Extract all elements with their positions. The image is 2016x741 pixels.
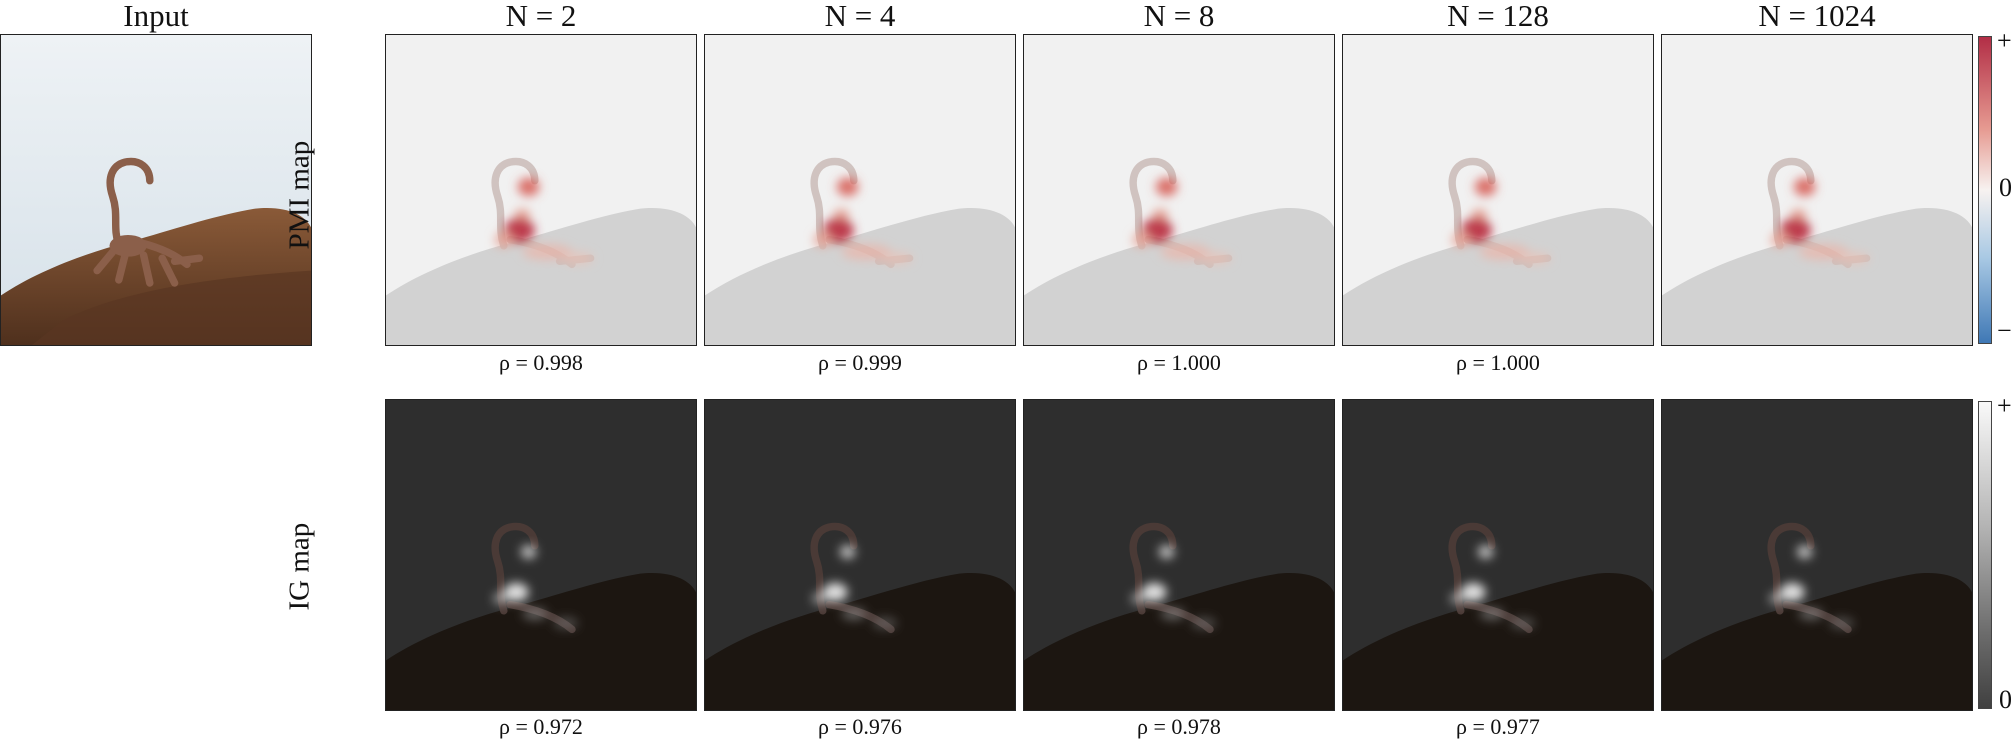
ig-map-panel <box>1661 399 1973 711</box>
ig-map-panel <box>1342 399 1654 711</box>
column-title: N = 2 <box>505 0 577 33</box>
pmi-colorbar-top-tick: + <box>1997 26 2012 55</box>
pmi-map-panel <box>1342 34 1654 346</box>
rho-label: ρ = 1.000 <box>1456 350 1540 375</box>
ig-colorbar <box>1978 401 1992 709</box>
row-label-ig: IG map <box>283 522 316 611</box>
column-title: N = 1024 <box>1758 0 1876 33</box>
rho-label: ρ = 0.998 <box>499 350 583 375</box>
rho-label: ρ = 0.972 <box>499 714 583 739</box>
pmi-map-panel <box>704 34 1016 346</box>
ig-map-panel <box>385 399 697 711</box>
ig-map-panel <box>704 399 1016 711</box>
rho-label: ρ = 0.999 <box>818 350 902 375</box>
ig-map-panel <box>1023 399 1335 711</box>
rho-label: ρ = 0.978 <box>1137 714 1221 739</box>
column-title: N = 4 <box>824 0 896 33</box>
rho-label: ρ = 0.976 <box>818 714 902 739</box>
input-photo <box>1 35 311 345</box>
pmi-colorbar <box>1978 36 1992 344</box>
ig-colorbar-top-tick: + <box>1997 391 2012 420</box>
pmi-map-panel <box>385 34 697 346</box>
rho-label: ρ = 1.000 <box>1137 350 1221 375</box>
column-title: N = 128 <box>1447 0 1549 33</box>
pmi-map-panel <box>1661 34 1973 346</box>
input-title: Input <box>123 0 189 33</box>
row-label-pmi: PMI map <box>283 140 316 250</box>
pmi-colorbar-mid-tick: 0 <box>1999 173 2012 202</box>
pmi-map-panel <box>1023 34 1335 346</box>
column-title: N = 8 <box>1143 0 1215 33</box>
rho-label: ρ = 0.977 <box>1456 714 1540 739</box>
input-image <box>0 34 312 346</box>
pmi-colorbar-bottom-tick: − <box>1997 316 2012 345</box>
ig-colorbar-bottom-tick: 0 <box>1999 685 2012 714</box>
